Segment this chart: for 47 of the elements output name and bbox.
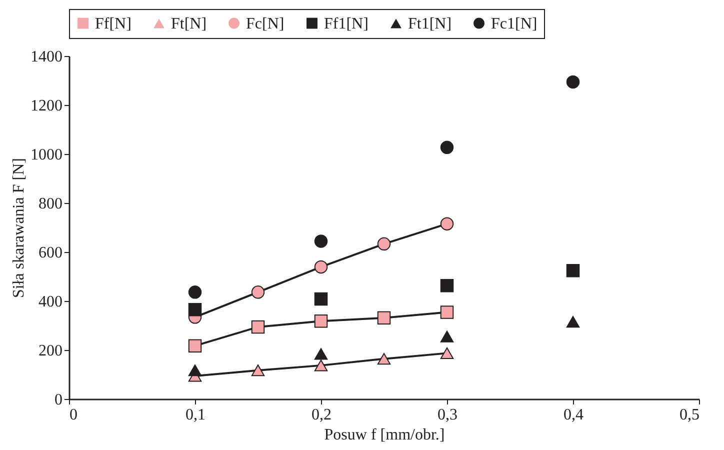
x-tick-label: 0,4 <box>564 406 584 424</box>
legend-label: Fc1[N] <box>491 15 538 32</box>
point <box>440 278 454 292</box>
x-tick-label: 0,1 <box>186 406 206 424</box>
y-tick-label: 600 <box>38 244 62 262</box>
y-tick-label: 1400 <box>30 48 62 66</box>
point <box>440 140 454 154</box>
point <box>188 364 202 376</box>
x-tick-label: 0,3 <box>438 406 458 424</box>
point <box>440 217 454 230</box>
x-tick-label: 0,2 <box>312 406 332 424</box>
point <box>314 314 328 328</box>
point <box>566 316 580 328</box>
point <box>377 353 391 365</box>
point <box>314 348 328 360</box>
point <box>566 264 580 278</box>
legend-label: Ft1[N] <box>408 16 452 32</box>
point <box>314 260 328 274</box>
point <box>251 364 265 376</box>
x-tick-label: 0,5 <box>680 406 700 424</box>
point <box>566 75 580 89</box>
point <box>440 306 454 319</box>
y-tick-label: 1200 <box>30 98 62 114</box>
x-axis-title: Posuw f [mm/obr.] <box>324 426 445 444</box>
point <box>314 360 328 372</box>
point <box>188 339 202 352</box>
y-tick-label: 200 <box>38 342 62 360</box>
point <box>188 302 202 316</box>
y-tick-label: 400 <box>38 294 62 310</box>
legend-label: Ff[N] <box>95 15 132 32</box>
legend-label: Fc[N] <box>246 15 284 32</box>
x-tick-label: 0 <box>70 406 78 424</box>
point <box>314 234 328 248</box>
point <box>251 286 265 299</box>
y-axis-title: Siła skarawania F [N] <box>10 158 28 298</box>
point <box>188 286 202 299</box>
legend-label: Ff1[N] <box>324 15 368 32</box>
point <box>251 320 265 334</box>
point <box>440 347 454 359</box>
point <box>377 237 391 251</box>
point <box>314 292 328 306</box>
legend-label: Ft[N] <box>171 16 207 32</box>
point <box>440 330 454 342</box>
y-tick-label: 800 <box>38 196 62 212</box>
point <box>377 311 391 325</box>
y-tick-label: 1000 <box>30 146 62 164</box>
y-tick-label: 0 <box>54 392 62 408</box>
